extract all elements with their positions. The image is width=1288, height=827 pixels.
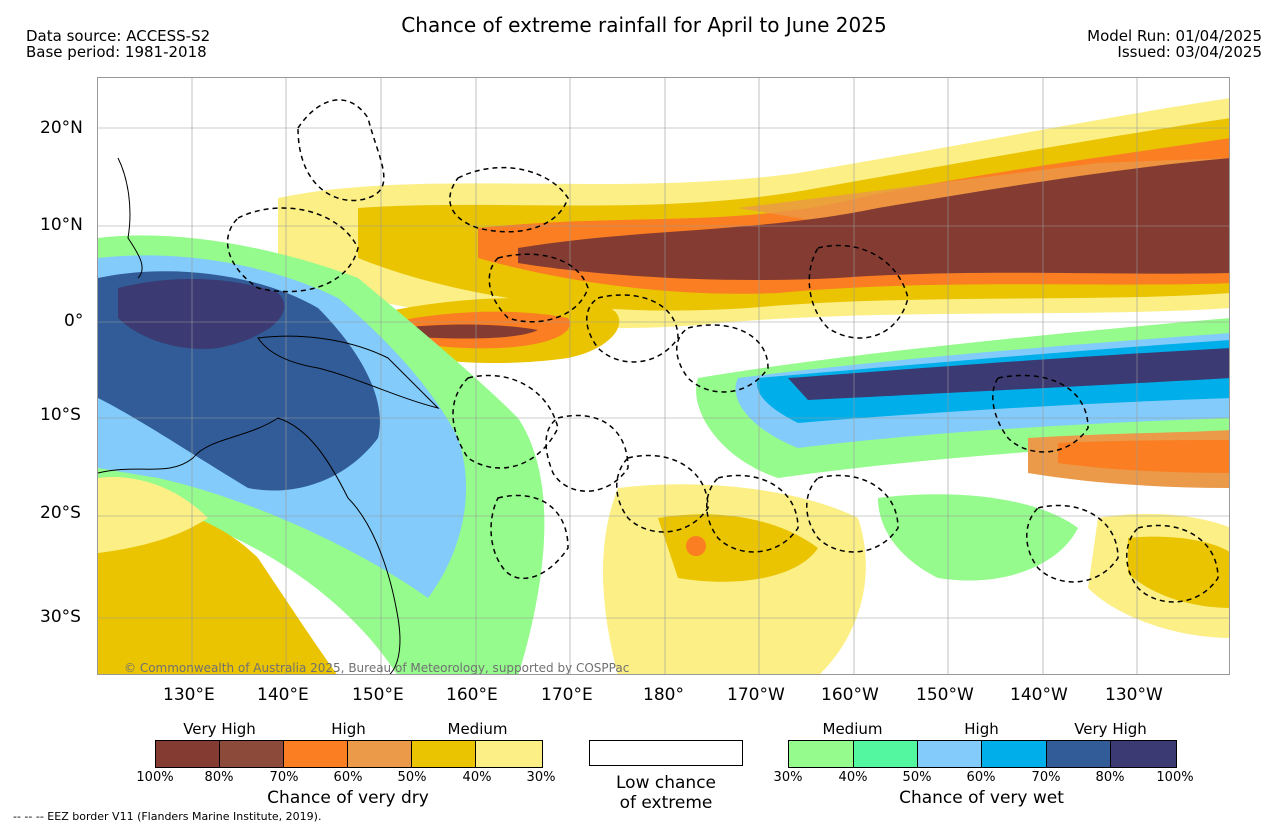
dry-legend-colorbar	[155, 740, 543, 768]
lon-label-180: 180°	[643, 685, 684, 705]
wet-swatch-1	[789, 741, 854, 767]
dry-southwest-light	[98, 477, 208, 553]
lon-label-130e: 130°E	[163, 685, 215, 705]
wet-southeast-patch	[878, 494, 1078, 581]
low-chance-swatch	[589, 740, 743, 766]
wet-legend-caption: Chance of very wet	[899, 788, 1064, 808]
dry-swatch-6	[476, 741, 542, 767]
lon-label-140e: 140°E	[257, 685, 309, 705]
lat-label-20s: 20°S	[40, 503, 81, 523]
base-period-text: Base period: 1981-2018	[26, 43, 207, 61]
dry-tongue-core	[398, 324, 538, 339]
wet-legend-very-high-label: Very High	[1074, 720, 1147, 738]
wet-swatch-2	[854, 741, 918, 767]
low-chance-caption-line1: Low chance	[616, 773, 716, 793]
wet-pct-80: 80%	[1095, 770, 1125, 785]
dry-swatch-3	[284, 741, 348, 767]
issued-text: Issued: 03/04/2025	[1117, 43, 1262, 61]
dry-south-central-medium	[658, 514, 818, 582]
philippines-coastline	[117, 157, 143, 279]
wet-swatch-3	[918, 741, 982, 767]
eez-footnote: -- -- -- EEZ border V11 (Flanders Marine…	[13, 810, 322, 823]
lon-label-160w: 160°W	[821, 685, 879, 705]
wet-pct-40: 40%	[838, 770, 868, 785]
new-guinea-coastline	[257, 335, 440, 409]
dry-swatch-4	[348, 741, 412, 767]
wet-band-very-high	[788, 348, 1229, 400]
wet-pct-30: 30%	[773, 770, 803, 785]
lon-label-150w: 150°W	[916, 685, 974, 705]
eez-borders	[227, 99, 1219, 603]
dry-southeast-medium	[1128, 536, 1229, 608]
dry-pct-80: 80%	[204, 770, 234, 785]
dry-pct-50: 50%	[397, 770, 427, 785]
lon-label-150e: 150°E	[352, 685, 404, 705]
meta-left: Data source: ACCESS-S2 Base period: 1981…	[26, 28, 210, 60]
wet-swatch-4	[982, 741, 1047, 767]
dry-southwest	[98, 505, 337, 674]
lon-label-170e: 170°E	[541, 685, 593, 705]
dry-pct-100: 100%	[136, 770, 174, 785]
wet-swatch-5	[1047, 741, 1111, 767]
map-credit: © Commonwealth of Australia 2025, Bureau…	[124, 661, 630, 675]
dry-east-band-orange	[1058, 440, 1229, 473]
dry-pct-70: 70%	[269, 770, 299, 785]
wet-legend-colorbar	[788, 740, 1177, 768]
dry-pct-40: 40%	[462, 770, 492, 785]
dry-legend-very-high-label: Very High	[183, 720, 256, 738]
lat-label-30s: 30°S	[40, 607, 81, 627]
lat-label-equator: 0°	[64, 311, 84, 331]
wet-pct-50: 50%	[902, 770, 932, 785]
low-chance-caption: Low chance of extreme	[589, 773, 743, 813]
data-source-text: Data source: ACCESS-S2	[26, 27, 211, 45]
wet-west-very-high	[118, 278, 285, 349]
model-run-text: Model Run: 01/04/2025	[1087, 27, 1262, 45]
meta-right: Model Run: 01/04/2025 Issued: 03/04/2025	[1087, 28, 1262, 60]
rainfall-map: © Commonwealth of Australia 2025, Bureau…	[97, 77, 1230, 675]
wet-pct-100: 100%	[1156, 770, 1194, 785]
australia-coastline	[98, 417, 401, 674]
wet-legend-medium-label: Medium	[822, 720, 883, 738]
wet-pct-70: 70%	[1031, 770, 1061, 785]
dry-pct-30: 30%	[526, 770, 556, 785]
lat-label-20n: 20°N	[40, 118, 83, 138]
dry-swatch-5	[412, 741, 476, 767]
rainfall-map-graphic	[98, 78, 1229, 674]
lon-label-140w: 140°W	[1010, 685, 1068, 705]
lat-label-10s: 10°S	[40, 405, 81, 425]
wet-legend-high-label: High	[964, 720, 999, 738]
lat-label-10n: 10°N	[40, 215, 83, 235]
dry-legend-medium-label: Medium	[447, 720, 508, 738]
dry-pct-60: 60%	[333, 770, 363, 785]
dry-spot-orange	[686, 536, 706, 556]
dry-legend-high-label: High	[331, 720, 366, 738]
low-chance-caption-line2: of extreme	[619, 793, 713, 813]
lon-label-160e: 160°E	[446, 685, 498, 705]
wet-pct-60: 60%	[966, 770, 996, 785]
dry-swatch-1	[156, 741, 220, 767]
dry-swatch-2	[220, 741, 284, 767]
lon-label-170w: 170°W	[727, 685, 785, 705]
wet-swatch-6	[1111, 741, 1176, 767]
graticule	[98, 78, 1229, 674]
dry-legend-caption: Chance of very dry	[267, 788, 429, 808]
map-title: Chance of extreme rainfall for April to …	[401, 13, 887, 37]
dry-band-very-high	[518, 158, 1229, 281]
lon-label-130w: 130°W	[1105, 685, 1163, 705]
